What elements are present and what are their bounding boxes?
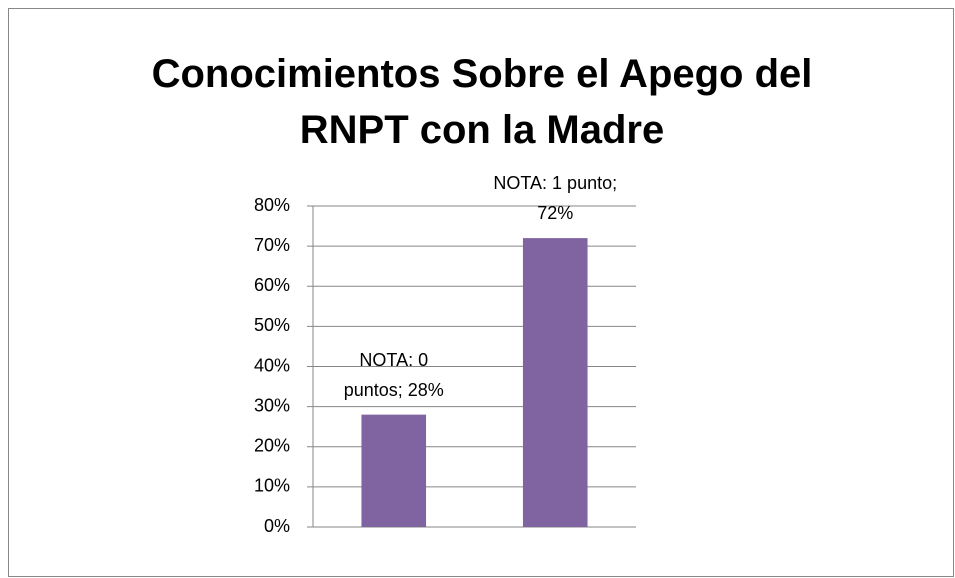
y-tick-label: 0% xyxy=(264,516,290,536)
y-tick-label: 20% xyxy=(254,436,290,456)
chart-title: Conocimientos Sobre el Apego del RNPT co… xyxy=(151,52,813,152)
y-tick-label: 70% xyxy=(254,235,290,255)
data-label: NOTA: 1 punto; 72% xyxy=(493,173,618,224)
y-tick-label: 10% xyxy=(254,476,290,496)
data-label: NOTA: 0 puntos; 28% xyxy=(343,349,444,400)
y-tick-label: 40% xyxy=(254,355,290,375)
chart-border xyxy=(8,8,954,577)
y-tick-label: 30% xyxy=(254,395,290,415)
bar xyxy=(522,238,588,527)
y-tick-label: 80% xyxy=(254,195,290,215)
y-tick-label: 60% xyxy=(254,275,290,295)
bar xyxy=(361,414,427,527)
y-tick-label: 50% xyxy=(254,315,290,335)
